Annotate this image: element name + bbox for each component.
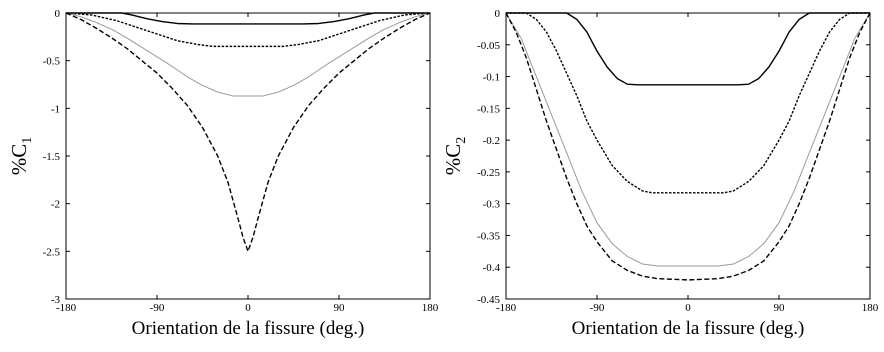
y-tick-label: -0.1 — [483, 72, 500, 84]
y-tick-label: -0.45 — [477, 294, 500, 306]
y-tick-label: -1.5 — [43, 151, 61, 163]
plot-frame — [65, 12, 431, 300]
y-axis-title-prefix: %C — [441, 144, 465, 176]
x-tick-label: 0 — [685, 302, 691, 314]
y-axis-title: %C1 — [7, 137, 35, 176]
y-tick-label: 0 — [55, 8, 61, 20]
y-tick-label: -1 — [51, 103, 60, 115]
series-line-gray — [65, 12, 431, 97]
x-axis-title: Orientation de la fissure (deg.) — [132, 318, 365, 339]
series-line-gray — [505, 12, 871, 267]
y-axis-title-subscript: 2 — [454, 137, 469, 144]
chart-c2: -180 -90 0 90 180 0 -0.05 -0.1 -0.15 -0.2 -0.25 -0.… — [441, 8, 879, 339]
x-tick-label: -90 — [590, 302, 605, 314]
series-line-dotted — [65, 12, 431, 48]
y-tick-label: -0.15 — [477, 103, 500, 115]
y-tick-label: 0 — [495, 8, 501, 20]
plot-frame — [505, 12, 871, 300]
y-axis-title-text: %C1 — [7, 137, 35, 176]
y-tick-label: -0.5 — [43, 56, 61, 68]
x-tick-label: -90 — [150, 302, 165, 314]
y-tick-label: -2.5 — [43, 246, 61, 258]
x-tick-label: 0 — [245, 302, 251, 314]
series-line-dashed — [65, 12, 431, 253]
y-axis-title: %C2 — [441, 137, 469, 176]
y-axis-title-prefix: %C — [7, 144, 31, 176]
x-tick-label: -180 — [56, 302, 77, 314]
x-tick-label: 180 — [422, 302, 439, 314]
x-tick-label: 180 — [862, 302, 879, 314]
y-tick-label: -0.25 — [477, 167, 500, 179]
series-line-solid — [506, 12, 870, 86]
y-tick-label: -3 — [51, 294, 61, 306]
x-tick-label: 90 — [334, 302, 346, 314]
y-tick-label: -0.3 — [483, 199, 501, 211]
y-axis-title-text: %C2 — [441, 137, 469, 176]
y-tick-label: -0.35 — [477, 230, 500, 242]
x-axis-title: Orientation de la fissure (deg.) — [572, 318, 805, 339]
series-line-solid — [66, 12, 430, 25]
y-axis-title-subscript: 1 — [20, 137, 35, 144]
chart-c1: -180 -90 0 90 180 0 -0.5 -1 -1.5 -2 -2.5 -3 Orientat… — [7, 8, 439, 339]
x-tick-label: 90 — [774, 302, 786, 314]
y-tick-label: -0.05 — [477, 40, 500, 52]
series-line-dashed — [505, 12, 871, 281]
x-tick-label: -180 — [496, 302, 517, 314]
y-tick-label: -0.4 — [483, 262, 501, 274]
y-tick-label: -2 — [51, 199, 60, 211]
y-tick-label: -0.2 — [483, 135, 500, 147]
series-line-dotted — [506, 12, 870, 194]
